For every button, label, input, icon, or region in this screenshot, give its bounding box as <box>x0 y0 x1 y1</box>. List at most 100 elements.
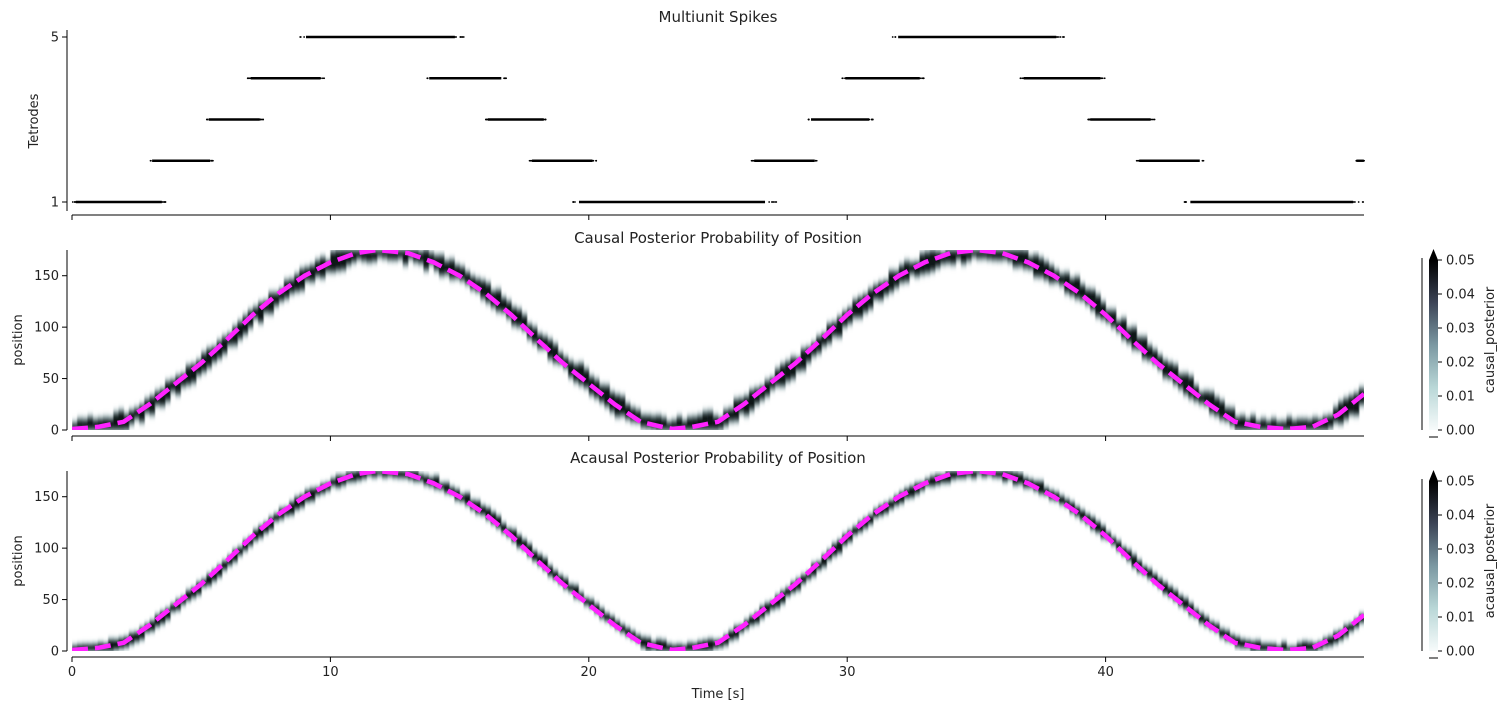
posterior-core <box>216 565 223 577</box>
posterior-core <box>500 523 507 533</box>
posterior-core <box>676 416 683 430</box>
spike-point <box>461 36 464 38</box>
posterior-core <box>707 639 714 651</box>
posterior-core <box>552 571 559 580</box>
posterior-core <box>940 253 946 264</box>
causal-title: Causal Posterior Probability of Position <box>574 229 862 247</box>
posterior-core <box>299 495 305 507</box>
y-tick-label: 50 <box>42 593 59 608</box>
posterior-core <box>221 336 228 354</box>
posterior-core <box>790 357 796 379</box>
posterior-core <box>211 347 218 362</box>
posterior-core <box>170 380 176 392</box>
posterior-core <box>444 483 450 493</box>
colorbar-tick-label: 0.02 <box>1446 577 1475 592</box>
y-tick-label: 1 <box>51 196 59 211</box>
causal-colorbar-gradient <box>1429 260 1438 430</box>
spike-point <box>205 118 208 121</box>
posterior-core <box>604 613 610 621</box>
posterior-core <box>382 250 388 258</box>
posterior-core <box>211 570 218 581</box>
posterior-core <box>805 572 812 579</box>
posterior-core <box>1219 401 1225 420</box>
causal-x-ticks <box>71 436 1107 441</box>
posterior-core <box>1260 643 1267 651</box>
posterior-core <box>263 523 269 533</box>
posterior-core <box>883 281 889 295</box>
posterior-core <box>661 417 667 430</box>
posterior-core <box>464 272 471 284</box>
posterior-core <box>929 476 936 486</box>
posterior-core <box>1234 417 1241 430</box>
causal-posterior-heatmap <box>72 250 1364 430</box>
spike-point <box>775 201 778 203</box>
posterior-core <box>759 386 765 400</box>
posterior-core <box>113 639 119 650</box>
posterior-core <box>170 604 176 612</box>
posterior-core <box>1162 360 1169 378</box>
x-axis-label: Time [s] <box>691 687 745 702</box>
spike-point <box>210 159 213 162</box>
posterior-core <box>1327 415 1334 428</box>
posterior-core <box>976 471 982 474</box>
posterior-core <box>423 475 429 485</box>
posterior-core <box>1090 290 1096 310</box>
posterior-core <box>1270 419 1277 430</box>
x-tick-label: 20 <box>581 665 598 680</box>
posterior-core <box>1322 416 1329 430</box>
posterior-core <box>139 627 145 640</box>
posterior-core <box>1250 416 1256 430</box>
posterior-core <box>1307 642 1313 651</box>
posterior-core <box>821 555 827 567</box>
posterior-core <box>966 250 972 261</box>
posterior-core <box>997 471 1003 478</box>
posterior-core <box>87 417 94 430</box>
posterior-core <box>531 327 538 343</box>
posterior-core <box>454 265 460 279</box>
posterior-core <box>1219 629 1225 638</box>
posterior-core <box>1038 258 1044 277</box>
posterior-core <box>418 474 424 482</box>
posterior-core <box>1214 397 1220 416</box>
spike-point <box>530 159 533 162</box>
posterior-core <box>1229 635 1236 642</box>
spike-point <box>894 36 897 38</box>
posterior-core <box>247 537 254 546</box>
posterior-core <box>1095 521 1101 533</box>
posterior-core <box>289 502 295 515</box>
posterior-core <box>624 404 631 419</box>
posterior-core <box>852 300 858 318</box>
causal-colorbar-ticks: 0.00 0.01 0.02 0.03 0.04 0.05 <box>1438 254 1475 439</box>
posterior-core <box>397 250 404 259</box>
acausal-colorbar-gradient <box>1429 481 1438 651</box>
posterior-core <box>583 598 590 605</box>
spike-point <box>149 159 152 162</box>
posterior-core <box>1110 310 1117 327</box>
spike-point <box>771 201 773 203</box>
spike-point <box>1185 201 1188 203</box>
spike-point <box>768 201 771 203</box>
spike-point <box>486 118 489 121</box>
spike-point <box>1357 201 1360 203</box>
posterior-core <box>376 250 383 257</box>
posterior-core <box>929 250 936 271</box>
posterior-core <box>387 250 393 260</box>
y-tick-label: 150 <box>34 490 59 505</box>
posterior-core <box>149 396 156 415</box>
posterior-core <box>1146 345 1153 360</box>
posterior-core <box>252 307 259 319</box>
posterior-core <box>1084 289 1091 305</box>
spike-point <box>595 159 598 162</box>
spike-point <box>1088 118 1091 121</box>
posterior-core <box>134 408 140 419</box>
posterior-core <box>640 415 647 428</box>
posterior-core <box>1198 392 1205 404</box>
posterior-core <box>909 486 915 498</box>
posterior-core <box>371 250 378 261</box>
spike-point <box>807 118 810 121</box>
posterior-core <box>1260 419 1267 430</box>
spike-point <box>459 36 462 38</box>
posterior-core <box>1281 421 1287 430</box>
spike-point <box>1057 36 1060 38</box>
posterior-core <box>986 250 993 260</box>
